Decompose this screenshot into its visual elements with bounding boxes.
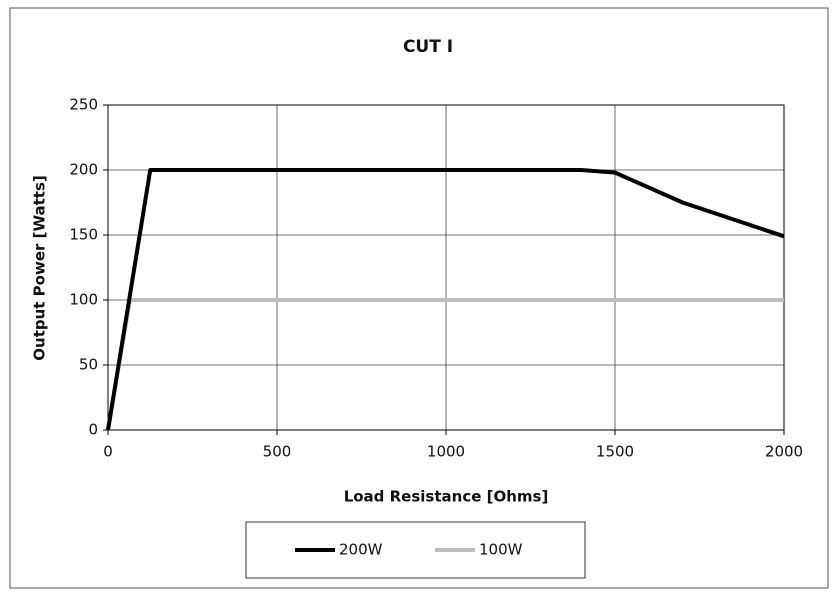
y-axis-label: Output Power [Watts] — [31, 175, 49, 360]
y-tick-label: 50 — [79, 356, 98, 374]
y-tick-label: 150 — [69, 226, 98, 244]
x-tick-label: 1500 — [596, 443, 634, 461]
y-tick-label: 200 — [69, 161, 98, 179]
y-tick-label: 250 — [69, 96, 98, 114]
chart-title: CUT I — [403, 37, 453, 57]
legend-label: 100W — [479, 541, 523, 559]
x-tick-label: 1000 — [427, 443, 465, 461]
y-tick-label: 100 — [69, 291, 98, 309]
plot-border — [107, 104, 785, 431]
series-line — [106, 168, 785, 431]
y-tick-label: 0 — [88, 421, 98, 439]
legend-label: 200W — [339, 541, 383, 559]
x-tick-label: 500 — [263, 443, 292, 461]
x-tick-label: 2000 — [765, 443, 803, 461]
x-axis-label: Load Resistance [Ohms] — [344, 488, 549, 506]
x-tick-label: 0 — [103, 443, 113, 461]
